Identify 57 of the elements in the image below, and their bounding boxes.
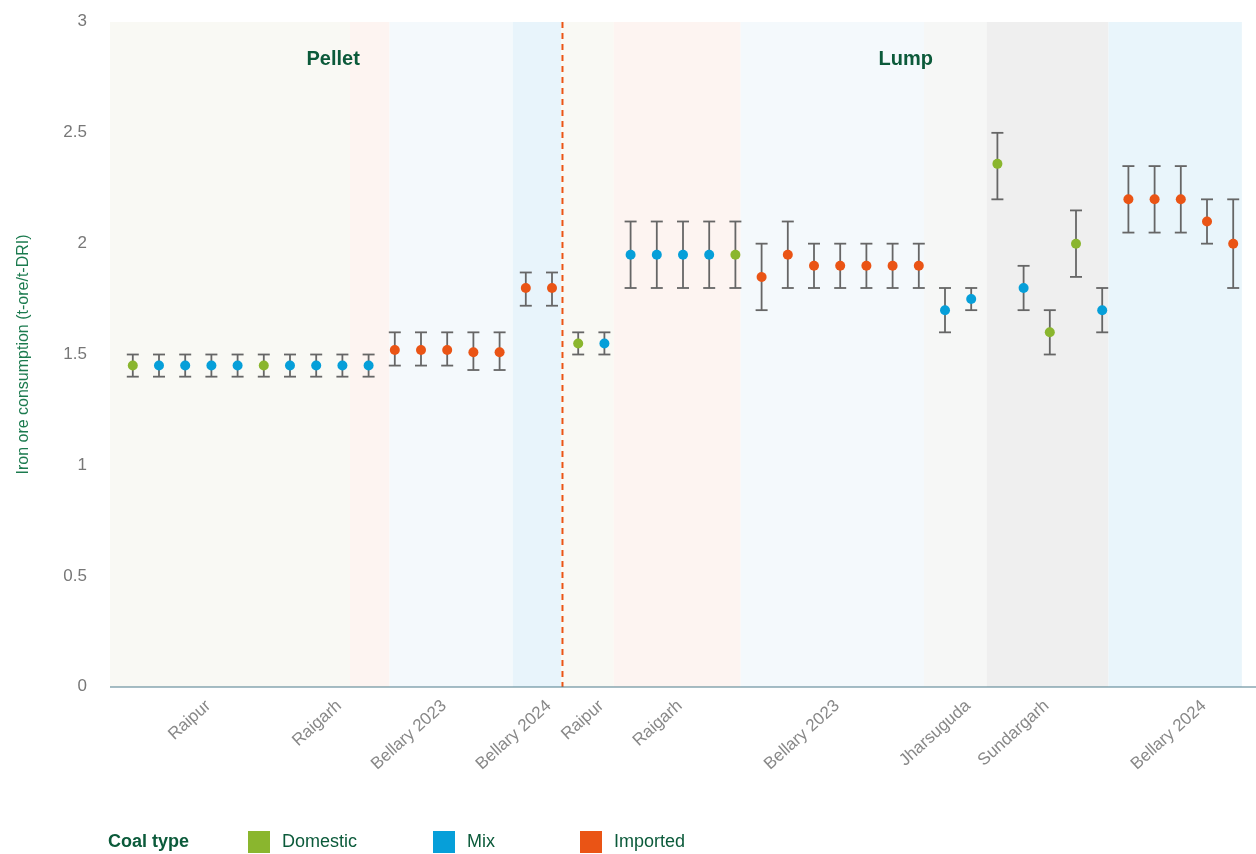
point <box>1175 194 1186 205</box>
legend-label: Domestic <box>282 830 358 851</box>
point <box>285 360 295 371</box>
point <box>468 347 479 358</box>
point <box>1202 216 1213 227</box>
point <box>442 345 453 356</box>
point <box>1018 283 1029 293</box>
point <box>520 283 531 293</box>
y-tick-label: 1 <box>77 454 87 474</box>
point <box>887 260 898 271</box>
point <box>599 338 610 349</box>
point <box>258 360 269 371</box>
point <box>704 249 715 260</box>
point <box>389 345 400 356</box>
point <box>337 360 348 371</box>
point <box>756 271 767 282</box>
y-tick-label: 1.5 <box>63 343 87 363</box>
point <box>1123 194 1134 205</box>
point <box>573 338 584 349</box>
point <box>127 360 138 371</box>
legend-title: Coal type <box>108 830 190 851</box>
point <box>1044 327 1055 338</box>
y-tick-label: 2 <box>77 233 87 253</box>
y-axis-title: Iron ore consumption (t-ore/t-DRI) <box>14 234 32 475</box>
point <box>625 249 636 260</box>
point <box>1097 305 1108 316</box>
point <box>206 360 217 371</box>
point <box>416 345 426 356</box>
point <box>966 294 977 305</box>
point <box>835 260 846 271</box>
annotation: Pellet <box>306 46 361 69</box>
legend-label: Imported <box>614 830 686 851</box>
y-tick-label: 0.5 <box>63 565 87 585</box>
point <box>311 360 322 371</box>
point <box>547 283 557 293</box>
point <box>1071 238 1081 249</box>
point <box>913 260 924 271</box>
y-tick-label: 3 <box>77 11 87 31</box>
point <box>232 360 243 371</box>
point <box>1149 194 1160 205</box>
point <box>494 347 505 358</box>
point <box>992 158 1003 169</box>
point <box>154 360 164 371</box>
point <box>363 360 374 371</box>
legend-label: Mix <box>467 830 495 851</box>
point <box>678 249 688 260</box>
point <box>782 249 793 260</box>
point <box>180 360 191 371</box>
point <box>861 260 872 271</box>
point <box>651 249 662 260</box>
point <box>809 260 819 271</box>
point <box>1228 238 1239 249</box>
y-tick-label: 2.5 <box>63 122 87 142</box>
y-tick-label: 0 <box>77 676 87 696</box>
point <box>730 249 741 260</box>
point <box>940 305 950 316</box>
annotation: Lump <box>878 46 933 69</box>
